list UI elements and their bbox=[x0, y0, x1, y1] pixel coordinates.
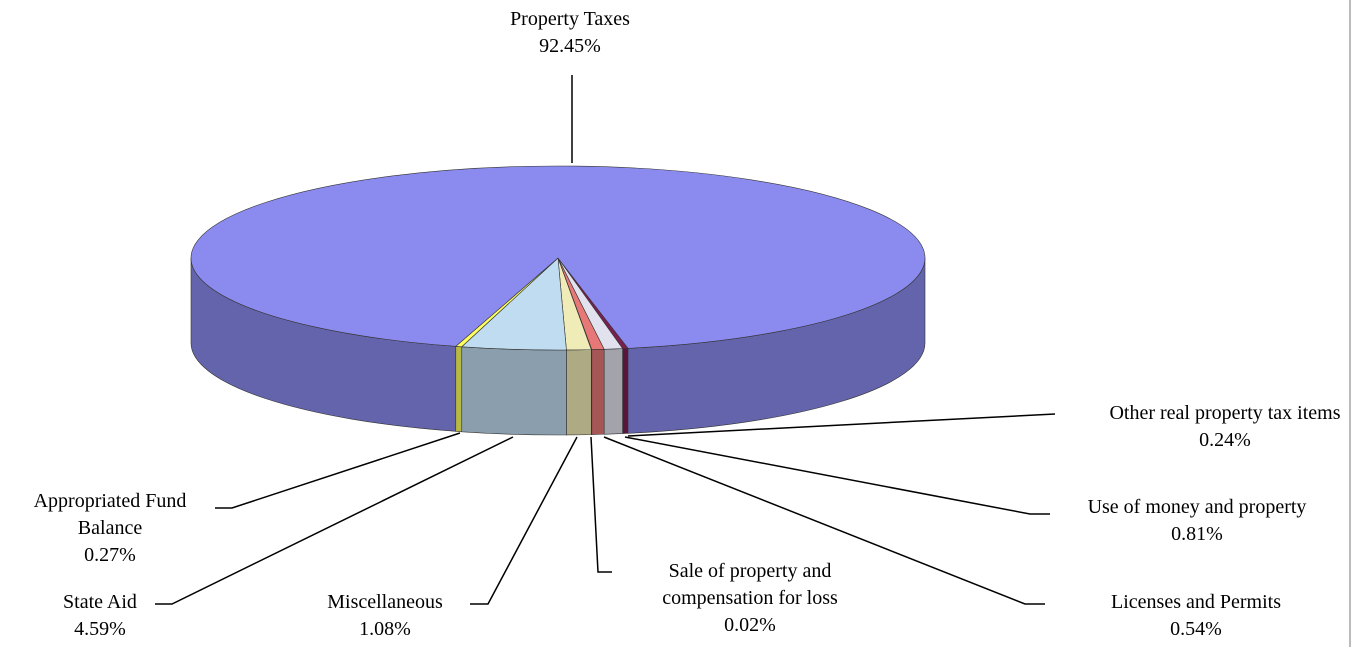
label-value: 0.54% bbox=[1170, 618, 1222, 640]
label-name: Use of money and property bbox=[1087, 496, 1307, 518]
slice-side bbox=[591, 348, 605, 435]
slice-side bbox=[455, 346, 463, 433]
leader-line bbox=[590, 436, 612, 573]
slice-label: Appropriated Fund Balance 0.27% bbox=[5, 488, 215, 569]
slice-side bbox=[461, 346, 567, 436]
leader-line bbox=[155, 436, 514, 605]
leader-line bbox=[624, 436, 1050, 515]
label-name: Other real property tax items bbox=[1109, 402, 1341, 424]
label-value: 0.81% bbox=[1171, 523, 1223, 545]
label-name: Property Taxes bbox=[510, 8, 630, 30]
label-value: 0.24% bbox=[1199, 429, 1251, 451]
label-value: 0.27% bbox=[84, 544, 136, 566]
leader-line bbox=[470, 436, 578, 605]
slice-side bbox=[566, 349, 592, 436]
slice-label: Sale of property and compensation for lo… bbox=[630, 558, 870, 639]
label-value: 4.59% bbox=[74, 618, 126, 640]
slice-label: State Aid 4.59% bbox=[40, 589, 160, 643]
label-name: Appropriated Fund Balance bbox=[33, 490, 187, 539]
slice-label: Property Taxes 92.45% bbox=[420, 6, 720, 60]
slice-label: Use of money and property 0.81% bbox=[1077, 494, 1317, 548]
label-name: Miscellaneous bbox=[327, 591, 443, 613]
slice-label: Miscellaneous 1.08% bbox=[285, 589, 485, 643]
label-name: Licenses and Permits bbox=[1111, 591, 1281, 613]
slice-side bbox=[603, 348, 623, 435]
leader-line bbox=[627, 413, 1056, 437]
label-value: 0.02% bbox=[724, 614, 776, 636]
label-name: Sale of property and compensation for lo… bbox=[662, 560, 838, 609]
label-name: State Aid bbox=[63, 591, 137, 613]
leader-line bbox=[603, 436, 1045, 605]
leader-line bbox=[215, 432, 461, 509]
label-value: 92.45% bbox=[539, 35, 601, 57]
slice-label: Other real property tax items 0.24% bbox=[1085, 400, 1357, 454]
slice bbox=[190, 165, 926, 349]
slice-side bbox=[622, 347, 629, 434]
slice-label: Licenses and Permits 0.54% bbox=[1036, 589, 1356, 643]
label-value: 1.08% bbox=[359, 618, 411, 640]
